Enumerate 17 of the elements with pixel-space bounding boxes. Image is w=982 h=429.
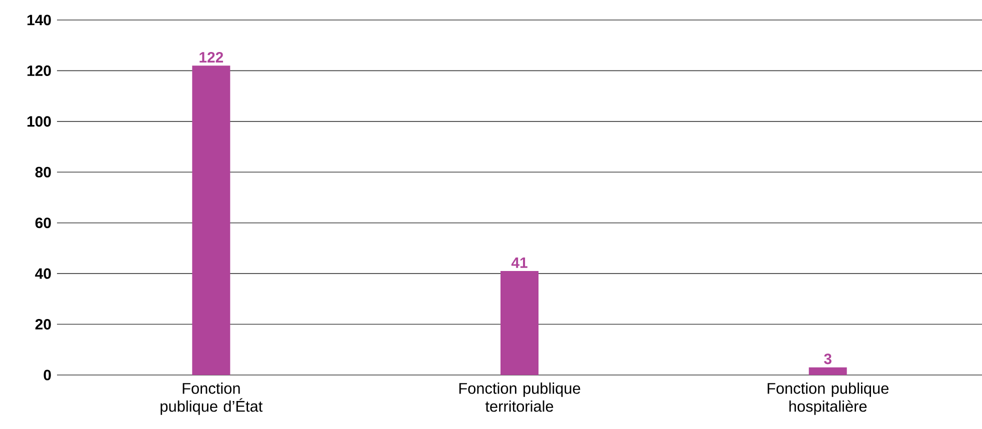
bar (808, 367, 847, 375)
bar (500, 271, 539, 375)
data-label: 122 (200, 52, 224, 62)
y-tick-label: 60 (35, 218, 51, 228)
y-tick-label: 100 (27, 116, 51, 127)
y-tick-label: 40 (35, 268, 51, 279)
y-tick-label: 120 (27, 65, 51, 76)
y-tick-label: 80 (35, 166, 51, 178)
x-tick-label: Fonction publique hospitalière (768, 382, 889, 415)
x-tick-label: Fonction publique d’État (160, 382, 263, 415)
data-label: 3 (824, 354, 832, 364)
y-tick-label: 0 (44, 370, 51, 380)
data-label: 41 (511, 258, 528, 268)
bar (192, 66, 230, 375)
y-tick-label: 20 (35, 318, 51, 330)
y-tick-label: 140 (27, 14, 51, 26)
x-tick-label: Fonction publique territoriale (459, 382, 580, 412)
